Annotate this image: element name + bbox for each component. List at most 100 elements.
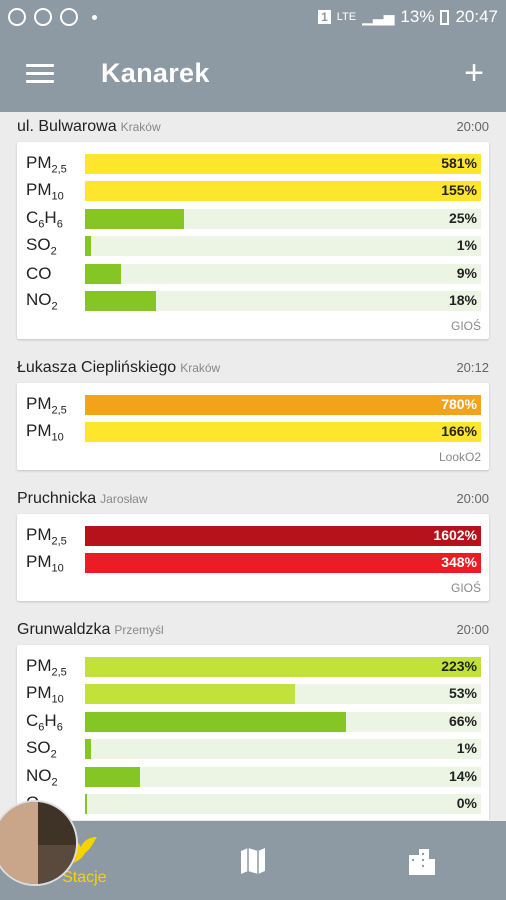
pollutant-label: PM10 [26,552,64,575]
sim-indicator: 1 [318,10,331,24]
data-source: GIOŚ [450,581,481,595]
station-city: Jarosław [100,492,148,506]
pollutant-label: PM2,5 [26,152,67,175]
pollutant-row: O30% [26,791,481,819]
level-value: 25% [448,209,477,226]
pollutant-row: PM10 155% [26,178,481,206]
data-source: LookO2 [438,450,481,464]
pollutant-label: SO2 [26,738,57,761]
pollutant-label: PM2,5 [26,393,67,416]
level-bar: 780% [85,394,481,415]
station-city: Kraków [180,361,221,375]
station-section: ul. Bulwarowa Kraków 20:00 PM2,5 581% PM10 155… [0,112,506,339]
status-right: 1 LTE ▁▃▅ 13% 20:47 [318,7,498,27]
status-bar: 1 LTE ▁▃▅ 13% 20:47 [0,0,506,34]
level-value: 1% [456,237,477,254]
level-bar: 53% [85,684,481,705]
level-bar: 1% [85,739,481,760]
more-notifications-icon [92,14,97,20]
pollutant-row: PM2,5 223% [26,653,481,681]
bottom-navigation: Stacje [0,821,506,900]
level-bar-fill [85,739,91,760]
station-card[interactable]: PM2,5 223% PM10 53% C6H6 66% SO2 1% NO2 14% O30%GI… [17,645,489,820]
level-value: 780% [441,395,477,412]
alert-icon [60,8,78,26]
level-bar: 581% [85,153,481,174]
level-bar: 66% [85,711,481,732]
level-bar: 1% [85,236,481,257]
app-bar: Kanarek + [0,34,506,112]
battery-icon [440,9,450,25]
level-value: 18% [448,292,477,309]
level-value: 166% [441,423,477,440]
station-header[interactable]: ul. Bulwarowa Kraków 20:00 [17,112,489,142]
pollutant-label: PM2,5 [26,655,67,678]
level-bar-fill [85,394,481,415]
status-left-icons [8,8,97,26]
pollutant-row: PM2,5 581% [26,150,481,178]
plus-icon[interactable]: + [464,54,484,92]
level-bar: 18% [85,291,481,312]
station-time: 20:00 [456,119,489,134]
level-bar-fill [85,766,141,787]
station-card[interactable]: PM2,5 1602% PM10 348% GIOŚ [17,514,489,601]
pollutant-row: NO2 18% [26,288,481,316]
level-bar-fill [85,422,481,443]
pollutant-label: CO [26,263,52,283]
level-bar-fill [85,711,347,732]
pollutant-row: PM10 166% [26,419,481,447]
level-value: 223% [441,657,477,674]
shield-icon [34,8,52,26]
level-value: 1602% [433,526,477,543]
level-bar-fill [85,153,481,174]
station-header[interactable]: Grunwaldzka Przemyśl 20:00 [17,615,489,645]
level-bar-fill [85,236,91,257]
hamburger-icon[interactable] [26,63,54,83]
station-section: Grunwaldzka Przemyśl 20:00 PM2,5 223% PM10 53%… [0,615,506,820]
station-card[interactable]: PM2,5 780% PM10 166% LookO2 [17,383,489,470]
level-bar: 223% [85,656,481,677]
station-list[interactable]: ul. Bulwarowa Kraków 20:00 PM2,5 581% PM10 155… [0,112,506,820]
level-bar-fill [85,263,121,284]
level-bar: 1602% [85,525,481,546]
pollutant-label: SO2 [26,235,57,258]
station-header[interactable]: Łukasza Cieplińskiego Kraków 20:12 [17,353,489,383]
pollutant-row: PM10 53% [26,681,481,709]
station-header[interactable]: Pruchnicka Jarosław 20:00 [17,484,489,514]
level-value: 581% [441,154,477,171]
pollutant-label: C6H6 [26,207,63,230]
level-value: 348% [441,554,477,571]
pollutant-row: SO2 1% [26,233,481,261]
pollutant-row: C6H6 66% [26,708,481,736]
app-title: Kanarek [101,57,210,88]
nav-item-city[interactable] [337,847,506,875]
nav-item-map[interactable] [169,847,338,875]
level-bar-fill [85,525,481,546]
notification-icon [8,8,26,26]
pollutant-row: PM2,5 1602% [26,522,481,550]
city-icon [408,848,435,875]
level-bar: 0% [85,794,481,815]
station-name: Łukasza Cieplińskiego [17,359,177,376]
level-bar: 9% [85,263,481,284]
level-bar: 155% [85,181,481,202]
data-source: GIOŚ [450,319,481,333]
level-bar-fill [85,794,87,815]
level-value: 66% [448,712,477,729]
pollutant-row: PM2,5 780% [26,391,481,419]
station-city: Kraków [120,120,161,134]
chat-head-avatar[interactable] [0,800,78,886]
pollutant-row: SO2 1% [26,736,481,764]
level-bar: 25% [85,208,481,229]
map-icon [241,847,265,874]
network-type: LTE [336,11,357,23]
level-value: 1% [456,740,477,757]
pollutant-row: PM10 348% [26,550,481,578]
station-time: 20:00 [456,491,489,506]
station-card[interactable]: PM2,5 581% PM10 155% C6H6 25% SO2 1% CO 9% NO2 18% G… [17,142,489,339]
station-section: Pruchnicka Jarosław 20:00 PM2,5 1602% PM10 348… [0,484,506,601]
level-value: 0% [456,795,477,812]
pollutant-row: CO 9% [26,260,481,288]
station-name: ul. Bulwarowa [17,118,117,135]
level-bar-fill [85,208,184,229]
